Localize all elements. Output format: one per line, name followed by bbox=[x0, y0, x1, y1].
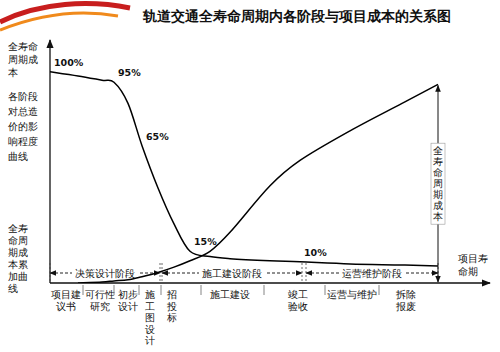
stage-label-line: 竣工 bbox=[288, 289, 308, 300]
stage-label-line: 研究 bbox=[90, 301, 110, 312]
stage-label: 竣工验收 bbox=[288, 289, 308, 312]
series-label-line: 各阶段 bbox=[8, 91, 38, 102]
phase-label: 施工建设阶段 bbox=[202, 268, 262, 279]
x-axis-label-line: 项目寿 bbox=[458, 253, 488, 264]
phase-label-bg bbox=[199, 266, 265, 279]
phase-boundary bbox=[50, 263, 51, 283]
x-axis bbox=[50, 282, 490, 283]
stage-label: 项目建议书 bbox=[51, 289, 81, 312]
stage-label-line: 工 bbox=[145, 301, 155, 312]
stage-label-line: 报废 bbox=[395, 301, 416, 312]
decor-swoosh bbox=[0, 13, 118, 30]
series-label-line: 加曲 bbox=[8, 271, 28, 282]
plot-area bbox=[50, 72, 438, 283]
phase-boundary bbox=[160, 263, 161, 283]
annotation-char: 全 bbox=[433, 145, 443, 156]
series-label-line: 曲线 bbox=[8, 151, 28, 162]
stage-label: 运营与维护 bbox=[327, 289, 377, 300]
stage-label: 施工图设计 bbox=[145, 289, 155, 346]
stage-label-line: 施工建设 bbox=[210, 289, 250, 300]
y-axis-label-line: 本 bbox=[8, 67, 18, 78]
phase-boundary bbox=[302, 263, 303, 283]
phase-label: 运营维护阶段 bbox=[342, 268, 402, 279]
annotation-char: 本 bbox=[433, 211, 443, 222]
stage-label-line: 初步 bbox=[118, 289, 138, 300]
stage-label: 可行性研究 bbox=[85, 289, 115, 312]
series-line bbox=[50, 72, 438, 266]
series-label: 全寿命周期成本累加曲线 bbox=[8, 223, 28, 294]
stage-label-line: 验收 bbox=[288, 301, 308, 312]
stage-separator bbox=[379, 285, 380, 295]
title: 轨道交通全寿命周期内各阶段与项目成本的关系图 bbox=[142, 8, 451, 24]
stage-label: 施工建设 bbox=[210, 289, 250, 300]
data-label: 65% bbox=[146, 131, 169, 142]
y-axis bbox=[49, 40, 50, 283]
stage-separator bbox=[264, 285, 265, 295]
phase-label-bg bbox=[339, 266, 405, 279]
stage-label-line: 设计 bbox=[118, 301, 138, 312]
annotation-char: 周 bbox=[433, 178, 443, 189]
annotation-bg bbox=[431, 143, 445, 224]
background bbox=[0, 0, 500, 352]
phase: 决策设计阶段 bbox=[50, 263, 160, 283]
phase-label: 决策设计阶段 bbox=[75, 268, 135, 279]
y-axis-label-line: 全寿命 bbox=[8, 41, 38, 52]
stage-label-line: 投 bbox=[166, 301, 177, 312]
stage-separator bbox=[83, 285, 84, 295]
stage-label-line: 招 bbox=[166, 289, 177, 300]
stage-label-line: 标 bbox=[166, 312, 177, 323]
stage-label-line: 图 bbox=[145, 312, 155, 323]
stage-separator bbox=[114, 285, 115, 295]
stage-separator bbox=[139, 285, 140, 295]
series-label-line: 本累 bbox=[8, 259, 28, 270]
data-label: 15% bbox=[194, 236, 217, 247]
stage-separator bbox=[161, 285, 162, 295]
y-axis-label: 全寿命周期成本 bbox=[8, 41, 38, 78]
series-label-line: 响程度 bbox=[8, 136, 38, 147]
series-label-line: 期成 bbox=[8, 247, 28, 258]
x-axis-label-line: 命期 bbox=[458, 266, 478, 277]
stage-label-line: 项目建 bbox=[51, 289, 81, 300]
x-axis-label: 项目寿命期 bbox=[458, 253, 488, 277]
annotation-char: 成 bbox=[433, 200, 443, 211]
phase-boundary bbox=[306, 263, 307, 283]
stage-label-line: 运营与维护 bbox=[327, 289, 377, 300]
stage-label: 拆除报废 bbox=[395, 289, 416, 312]
stage-label: 初步设计 bbox=[118, 289, 138, 312]
stage-label: 招投标 bbox=[166, 289, 177, 323]
annotation-char: 期 bbox=[433, 189, 443, 200]
series-label: 各阶段对总造价的影响程度曲线 bbox=[7, 91, 38, 162]
annotation-char: 命 bbox=[433, 167, 443, 178]
phase-boundary bbox=[162, 263, 163, 283]
series-label-line: 命周 bbox=[8, 235, 28, 246]
data-label: 10% bbox=[304, 247, 327, 258]
series-label-line: 线 bbox=[8, 283, 18, 294]
stage-label-line: 计 bbox=[145, 335, 155, 346]
stage-separator bbox=[325, 285, 326, 295]
phase-label-bg bbox=[72, 266, 138, 279]
data-label: 95% bbox=[118, 67, 141, 78]
data-label: 100% bbox=[54, 57, 84, 68]
series-label-line: 对总造 bbox=[8, 106, 38, 117]
series-label-line: 全寿 bbox=[8, 223, 28, 234]
stage-label-line: 设 bbox=[145, 324, 155, 335]
stage-separator bbox=[201, 285, 202, 295]
phase: 施工建设阶段 bbox=[162, 263, 302, 283]
stage-label-line: 施 bbox=[145, 289, 155, 300]
chart-root: 轨道交通全寿命周期内各阶段与项目成本的关系图全寿命周期成本项目寿命期各阶段对总造… bbox=[0, 0, 500, 352]
stage-label-line: 议书 bbox=[56, 301, 76, 312]
stage-label-line: 拆除 bbox=[395, 289, 416, 300]
series-label-line: 价的影 bbox=[7, 121, 38, 132]
annotation-char: 寿 bbox=[433, 156, 443, 167]
y-axis-label-line: 周期成 bbox=[8, 54, 38, 65]
series-line bbox=[78, 84, 438, 283]
annotation-label: 全寿命周期成本 bbox=[433, 145, 443, 222]
stage-label-line: 可行性 bbox=[85, 289, 115, 300]
chart-svg: 轨道交通全寿命周期内各阶段与项目成本的关系图全寿命周期成本项目寿命期各阶段对总造… bbox=[0, 0, 500, 352]
